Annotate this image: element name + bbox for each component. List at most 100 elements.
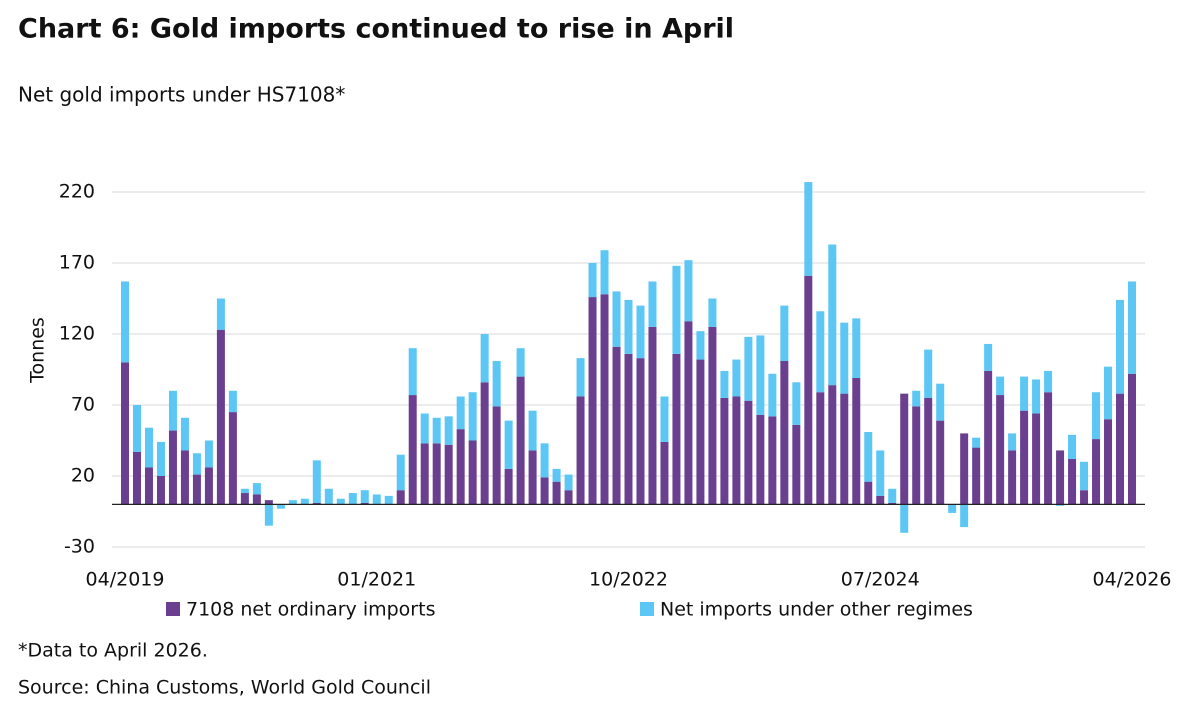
bar-segment [456, 396, 465, 430]
bar-segment [852, 378, 861, 505]
bar-segment [1032, 379, 1041, 414]
bar-segment [1116, 393, 1125, 505]
bar-segment [432, 443, 441, 505]
bar-segment [288, 500, 297, 505]
bar-segment [336, 498, 345, 505]
bar-segment [516, 348, 525, 377]
y-tick-label: 220 [59, 181, 95, 203]
bar-segment [372, 494, 381, 505]
bar-segment [912, 390, 921, 407]
bar-segment [312, 460, 321, 503]
bar-segment [996, 395, 1005, 505]
bar-segment [168, 390, 177, 431]
bar-segment [696, 331, 705, 360]
bar-segment [960, 504, 969, 528]
bar-segment [1044, 392, 1053, 505]
bar-segment [792, 382, 801, 425]
bar-segment [744, 400, 753, 505]
bar-segment [1104, 366, 1113, 420]
bar-segment [900, 393, 909, 505]
bar-segment [636, 305, 645, 359]
bar-segment [468, 440, 477, 505]
bar-segment [444, 444, 453, 505]
bar-segment [972, 437, 981, 448]
bar-segment [948, 504, 957, 513]
bar-segment [804, 275, 813, 505]
bar-segment [552, 468, 561, 482]
bar-segment [816, 311, 825, 393]
bar-segment [576, 396, 585, 505]
bar-segment [708, 326, 717, 505]
bar-segment [888, 488, 897, 503]
bar-segment [252, 483, 261, 495]
bar-segment [156, 476, 165, 505]
bar-segment [672, 265, 681, 354]
bar-segment [840, 393, 849, 505]
bar-segment [1128, 281, 1136, 374]
x-tick-label: 04/2019 [86, 569, 165, 591]
bar-segment [840, 322, 849, 394]
bar-segment [648, 281, 657, 327]
bar-segment [744, 336, 753, 401]
bar-segment [540, 443, 549, 478]
bar-segment [624, 299, 633, 354]
footnote: *Data to April 2026. [18, 640, 208, 662]
bar-segment [588, 263, 597, 298]
bar-segment [588, 297, 597, 505]
bar-segment [660, 441, 669, 505]
bar-segment [228, 390, 237, 413]
bar-segment [720, 370, 729, 398]
bar-segment [924, 349, 933, 398]
bar-segment [276, 504, 285, 509]
bar-segment [132, 451, 141, 505]
bar-segment [1092, 439, 1101, 505]
bar-segment [924, 397, 933, 505]
bar-segment [648, 326, 657, 505]
bar-segment [1020, 410, 1029, 505]
bar-segment [540, 477, 549, 505]
bar-segment [552, 481, 561, 505]
bar-segment [756, 414, 765, 505]
bar-segment [156, 441, 165, 476]
x-tick-label: 10/2022 [589, 569, 668, 591]
bar-segment [492, 406, 501, 505]
bar-segment [240, 488, 249, 494]
bar-segment [900, 504, 909, 533]
bar-segment [564, 490, 573, 505]
bar-segment [1092, 392, 1101, 440]
bar-segment [1044, 370, 1053, 393]
bar-segment [708, 298, 717, 327]
bar-segment [360, 502, 369, 505]
bar-segment [972, 447, 981, 505]
bar-segment [121, 281, 129, 363]
bar-segment [936, 420, 945, 505]
bar-segment [960, 433, 969, 505]
bar-segment [300, 498, 309, 505]
bar-segment [780, 360, 789, 505]
bar-segment [216, 298, 225, 330]
bar-segment [456, 429, 465, 505]
bar-segment [1068, 434, 1077, 459]
y-tick-label: 170 [59, 252, 95, 274]
bar-segment [1080, 490, 1089, 505]
bar-segment [252, 494, 261, 505]
bar-segment [696, 359, 705, 505]
bar-segment [600, 294, 609, 505]
y-tick-label: -30 [64, 536, 95, 558]
bar-segment [180, 417, 189, 451]
x-tick-label: 04/2026 [1093, 569, 1172, 591]
bar-segment [564, 474, 573, 491]
bar-segment [636, 358, 645, 505]
bar-segment [240, 493, 249, 505]
bar-segment [264, 504, 273, 526]
x-tick-label: 01/2021 [337, 569, 416, 591]
bar-segment [468, 392, 477, 441]
bar-segment [432, 417, 441, 444]
bar-segment [1116, 299, 1125, 394]
bar-segment [888, 502, 897, 505]
bar-segment [828, 244, 837, 386]
bar-segment [768, 416, 777, 505]
bar-segment [1068, 458, 1077, 505]
bar-segment [504, 468, 513, 505]
bar-segment [528, 410, 537, 451]
